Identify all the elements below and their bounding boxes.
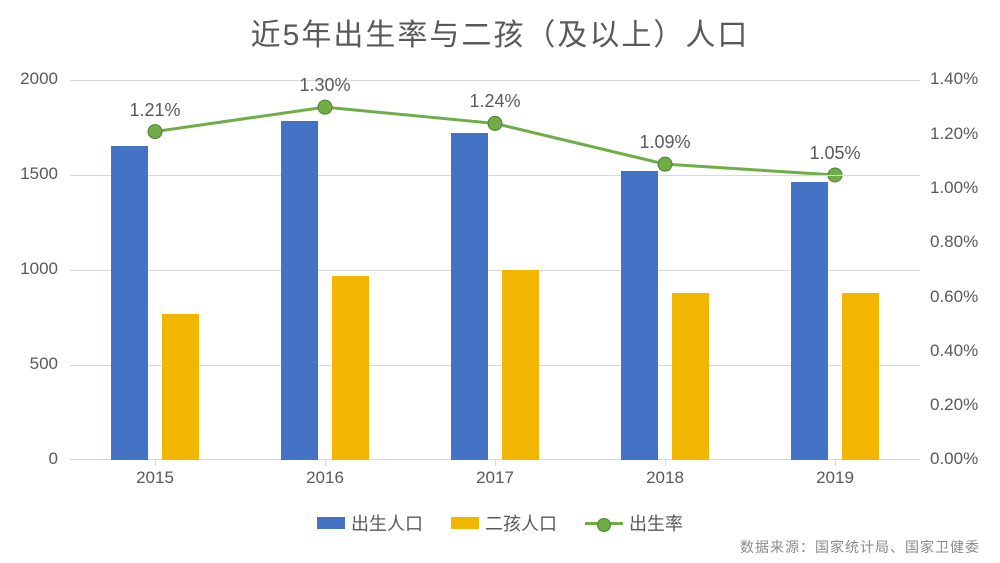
bar [332,276,369,460]
legend-item-second-child: 二孩人口 [451,510,557,536]
bar [162,314,199,460]
x-tick-label: 2019 [750,468,920,488]
legend-swatch-second-child [451,517,479,529]
x-tick-label: 2018 [580,468,750,488]
birth-rate-value-label: 1.24% [455,91,535,112]
bar [791,182,828,460]
bar [281,121,318,460]
birth-rate-value-label: 1.09% [625,132,705,153]
legend-line-birth-rate [585,522,623,525]
legend-swatch-births [317,517,345,529]
y-right-tick-label: 0.20% [930,395,978,415]
plot-area [70,80,920,460]
y-left-tick-label: 2000 [0,69,58,89]
x-tick [835,460,836,466]
birth-rate-value-label: 1.05% [795,143,875,164]
birth-rate-line [155,107,835,175]
y-left-tick-label: 1500 [0,164,58,184]
y-right-tick-label: 1.00% [930,178,978,198]
bar [111,146,148,460]
gridline [70,80,920,81]
birth-rate-marker [148,125,162,139]
y-left-tick-label: 0 [0,449,58,469]
y-left-tick-label: 1000 [0,259,58,279]
x-tick [325,460,326,466]
y-right-tick-label: 0.40% [930,341,978,361]
y-right-tick-label: 1.40% [930,69,978,89]
x-tick-label: 2017 [410,468,580,488]
birth-rate-marker [318,100,332,114]
legend-dot-birth-rate [597,518,611,532]
bar [621,171,658,460]
x-tick [155,460,156,466]
bar [842,293,879,460]
legend-label-births: 出生人口 [351,510,423,536]
birth-rate-marker [658,157,672,171]
legend-item-births: 出生人口 [317,510,423,536]
y-left-tick-label: 500 [0,354,58,374]
y-right-tick-label: 0.00% [930,449,978,469]
bar [451,133,488,460]
y-right-tick-label: 1.20% [930,124,978,144]
gridline [70,175,920,176]
y-right-tick-label: 0.60% [930,287,978,307]
y-right-tick-label: 0.80% [930,232,978,252]
x-tick-label: 2016 [240,468,410,488]
x-tick [665,460,666,466]
bar [672,293,709,460]
legend-label-second-child: 二孩人口 [485,510,557,536]
legend: 出生人口 二孩人口 出生率 [0,510,1000,536]
x-tick [495,460,496,466]
birth-rate-value-label: 1.21% [115,100,195,121]
legend-item-birth-rate: 出生率 [585,510,683,536]
birth-rate-marker [488,116,502,130]
birth-rate-value-label: 1.30% [285,75,365,96]
chart-container: 近5年出生率与二孩（及以上）人口 出生人口 二孩人口 出生率 数据来源：国家统计… [0,0,1000,563]
x-tick-label: 2015 [70,468,240,488]
bar [502,270,539,460]
legend-label-birth-rate: 出生率 [629,510,683,536]
source-note: 数据来源：国家统计局、国家卫健委 [740,537,980,557]
chart-title: 近5年出生率与二孩（及以上）人口 [0,10,1000,54]
